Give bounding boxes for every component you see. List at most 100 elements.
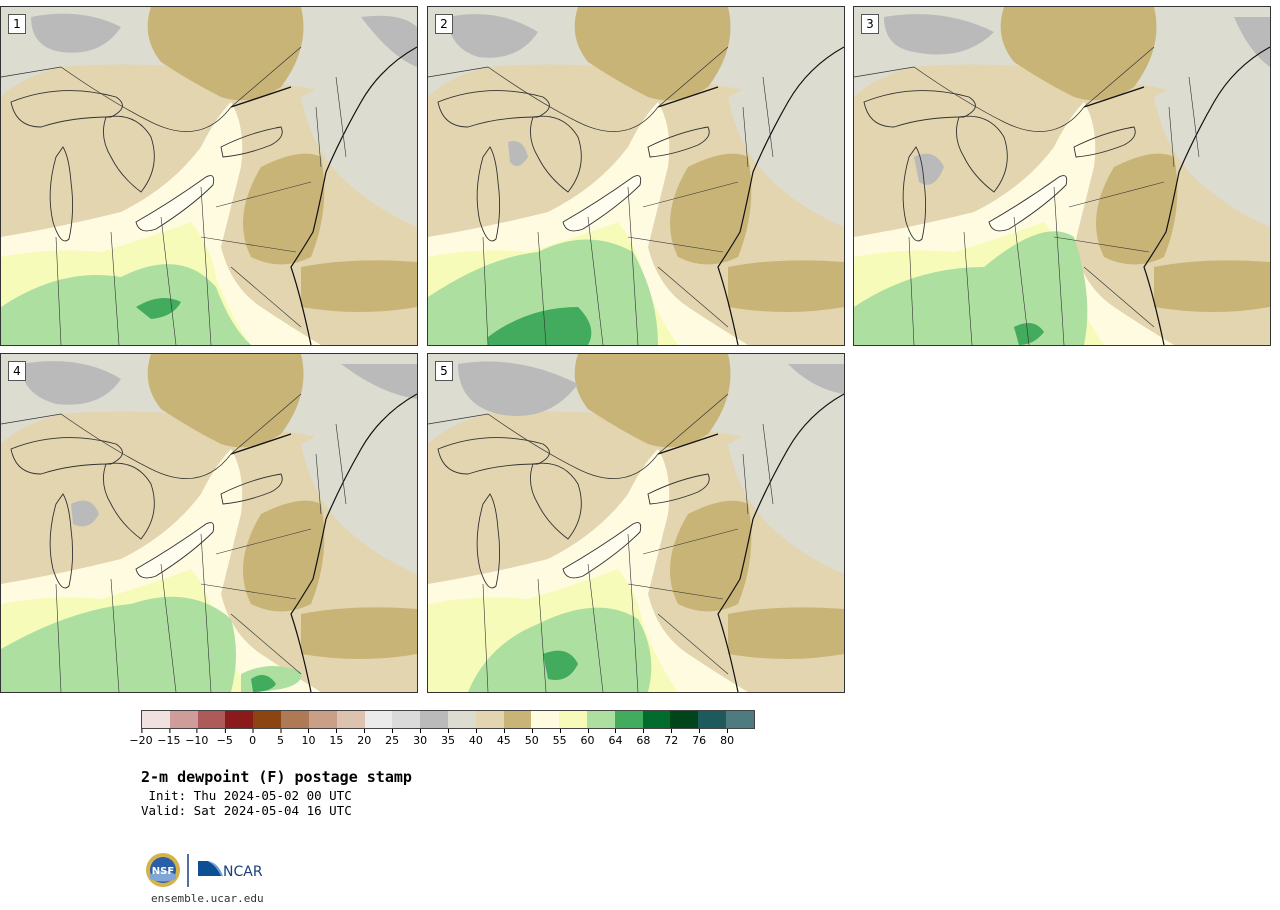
international-border xyxy=(1,393,302,479)
state-border xyxy=(627,583,724,600)
dewpoint-45-band xyxy=(574,7,731,101)
state-border xyxy=(1053,236,1150,253)
lake-outline xyxy=(476,493,501,589)
state-border xyxy=(200,236,297,253)
state-border xyxy=(1068,181,1165,208)
state-border xyxy=(627,236,724,253)
ncar-logo-icon: NCAR xyxy=(198,861,263,880)
dewpoint-45-band xyxy=(147,354,304,448)
coastline xyxy=(717,46,844,345)
colorbar-tick-label: −15 xyxy=(157,729,181,747)
colorbar-tick-label: 64 xyxy=(608,729,623,747)
dewpoint-30-region xyxy=(458,361,578,416)
dewpoint-high-region xyxy=(136,298,181,319)
colorbar-swatch xyxy=(614,711,643,728)
coastline xyxy=(717,393,844,692)
colorbar-tick-label: 55 xyxy=(552,729,567,747)
stamp-panel-3: 3 xyxy=(853,6,1271,346)
dewpoint-map-5 xyxy=(428,354,844,692)
dewpoint-30-region xyxy=(508,141,528,166)
colorbar-swatch xyxy=(281,711,309,728)
state-border xyxy=(335,76,347,158)
state-border xyxy=(627,533,639,692)
panel-number-label: 4 xyxy=(8,361,26,381)
state-border xyxy=(1188,76,1200,158)
colorbar-swatch xyxy=(169,711,198,728)
dry-region-new-england xyxy=(301,394,417,574)
dewpoint-high-region xyxy=(488,307,592,345)
state-border xyxy=(482,583,489,692)
st-lawrence-river xyxy=(1083,86,1145,108)
state-border xyxy=(657,266,729,328)
state-border xyxy=(587,563,604,692)
state-border xyxy=(1013,216,1030,345)
state-border xyxy=(587,216,604,345)
colorbar-tick-label: 60 xyxy=(580,729,595,747)
colorbar-tick-label: 80 xyxy=(720,729,735,747)
state-border xyxy=(762,76,774,158)
colorbar-swatch xyxy=(726,711,754,728)
panel-number-label: 3 xyxy=(861,14,879,34)
colorbar-tick-label: 72 xyxy=(664,729,679,747)
colorbar-tick-label: 30 xyxy=(413,729,428,747)
lake-outline xyxy=(49,493,74,589)
lake-outline xyxy=(562,175,642,232)
colorbar-tick-label: −5 xyxy=(216,729,233,747)
state-border xyxy=(200,533,212,692)
dewpoint-30-region xyxy=(448,14,538,58)
state-border xyxy=(315,106,322,168)
panel-number-label: 5 xyxy=(435,361,453,381)
colorbar-swatch xyxy=(475,711,504,728)
lake-outline xyxy=(647,126,710,158)
dewpoint-30-region xyxy=(341,364,417,399)
state-border xyxy=(200,186,212,345)
colorbar-swatch xyxy=(225,711,254,728)
state-border xyxy=(657,613,729,675)
lake-outline xyxy=(529,115,582,193)
state-border xyxy=(1168,106,1175,168)
lake-outline xyxy=(102,115,155,193)
nsf-ncar-logos: NSF NCAR xyxy=(146,853,263,887)
lake-outline xyxy=(220,126,283,158)
state-border xyxy=(160,563,177,692)
colorbar-tick-label: −20 xyxy=(129,729,153,747)
dry-region-new-england xyxy=(728,47,844,227)
dewpoint-45-appalachian xyxy=(670,500,752,612)
colorbar-tick-label: 35 xyxy=(441,729,455,747)
dry-region-new-england xyxy=(1154,47,1270,227)
state-border xyxy=(230,613,302,675)
svg-text:NCAR: NCAR xyxy=(223,864,263,880)
lake-outline xyxy=(10,90,123,128)
dewpoint-45-appalachian xyxy=(1096,153,1178,265)
state-border xyxy=(215,181,312,208)
state-border xyxy=(335,423,347,505)
state-border xyxy=(315,453,322,515)
colorbar-tick-label: 40 xyxy=(468,729,483,747)
dewpoint-45-appalachian xyxy=(243,500,325,612)
colorbar-swatch xyxy=(197,711,226,728)
st-lawrence-river xyxy=(230,433,292,455)
state-border xyxy=(537,231,547,345)
dewpoint-high-region xyxy=(1014,323,1044,345)
colorbar-tick-label: −10 xyxy=(185,729,209,747)
colorbar-swatch xyxy=(670,711,699,728)
colorbar-swatch xyxy=(559,711,587,728)
dewpoint-map-1 xyxy=(1,7,417,345)
dewpoint-45-offshore xyxy=(301,260,417,312)
lake-outline xyxy=(102,462,155,540)
stamp-panel-1: 1 xyxy=(0,6,418,346)
dewpoint-30-region xyxy=(788,364,844,394)
lake-outline xyxy=(863,90,976,128)
state-border xyxy=(230,266,302,328)
lake-outline xyxy=(476,146,501,242)
state-border xyxy=(537,578,547,692)
dewpoint-30-region xyxy=(1234,17,1270,67)
lake-outline xyxy=(988,175,1068,232)
lake-outline xyxy=(10,437,123,475)
stamp-panel-2: 2 xyxy=(427,6,845,346)
dewpoint-high-region xyxy=(543,650,578,680)
panel-number-label: 1 xyxy=(8,14,26,34)
state-border xyxy=(627,186,639,345)
dewpoint-high-region xyxy=(1,264,251,345)
dewpoint-45-appalachian xyxy=(670,153,752,265)
